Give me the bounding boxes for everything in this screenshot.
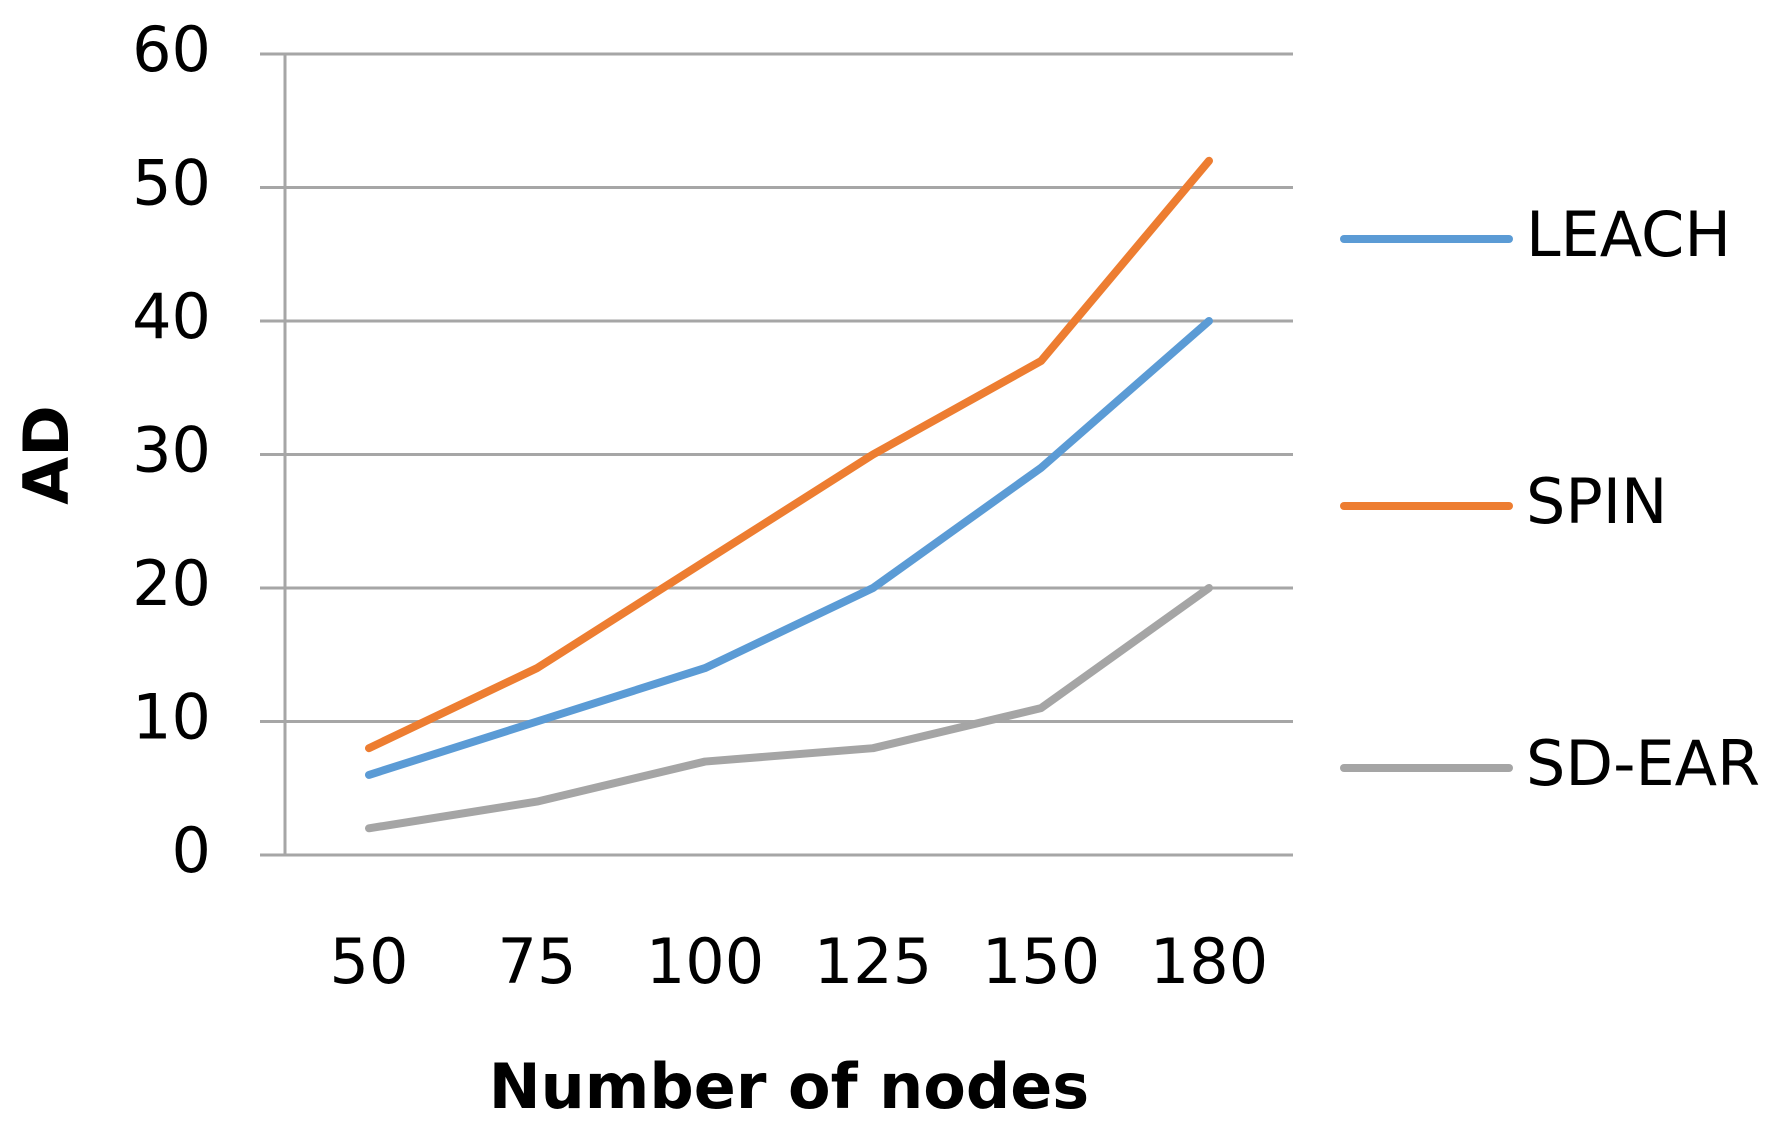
x-tick-label: 180 bbox=[1150, 925, 1268, 998]
y-tick-label: 30 bbox=[132, 414, 211, 487]
legend-label: SD-EAR bbox=[1526, 727, 1760, 800]
x-axis-title: Number of nodes bbox=[489, 1050, 1089, 1123]
series-line bbox=[365, 584, 1213, 833]
legend-label: LEACH bbox=[1526, 198, 1731, 271]
y-tick-label: 60 bbox=[132, 13, 211, 86]
x-tick-label: 100 bbox=[646, 925, 764, 998]
y-tick-label: 50 bbox=[132, 147, 211, 220]
y-tick-label: 40 bbox=[132, 280, 211, 353]
series-line bbox=[365, 317, 1213, 779]
x-tick-label: 50 bbox=[330, 925, 409, 998]
legend-label: SPIN bbox=[1526, 465, 1667, 538]
y-tick-label: 0 bbox=[172, 814, 211, 887]
x-tick-label: 75 bbox=[498, 925, 577, 998]
x-tick-label: 125 bbox=[814, 925, 932, 998]
y-axis-title: AD bbox=[10, 405, 83, 504]
y-tick-label: 10 bbox=[132, 681, 211, 754]
x-tick-label: 150 bbox=[982, 925, 1100, 998]
y-tick-label: 20 bbox=[132, 547, 211, 620]
series-line bbox=[365, 156, 1213, 753]
